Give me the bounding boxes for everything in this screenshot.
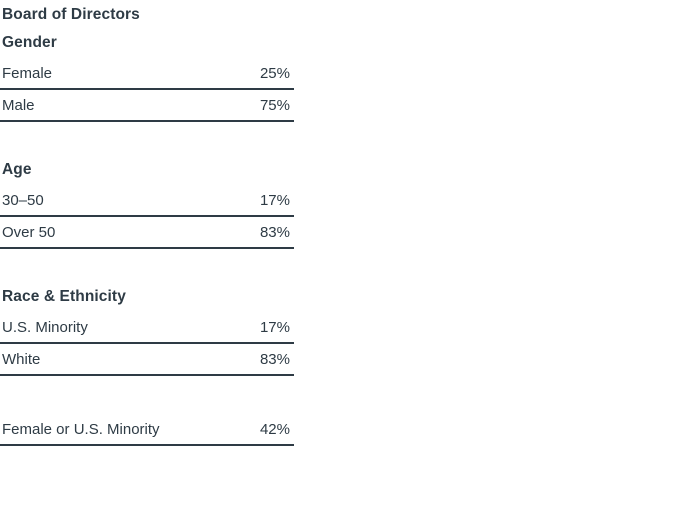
row-label: 30–50 xyxy=(2,192,44,209)
row-label: U.S. Minority xyxy=(2,319,88,336)
section-race-ethnicity: Race & Ethnicity U.S. Minority 17% White… xyxy=(0,287,294,376)
row-value: 83% xyxy=(259,351,290,368)
table-row-male: Male 75% xyxy=(0,90,294,122)
table-row-female: Female 25% xyxy=(0,58,294,90)
row-value: 42% xyxy=(259,421,290,438)
section-age: Age 30–50 17% Over 50 83% xyxy=(0,160,294,249)
section-heading-gender: Gender xyxy=(2,34,57,51)
row-label: Over 50 xyxy=(2,224,56,241)
row-label: Male xyxy=(2,97,35,114)
page-title: Board of Directors xyxy=(2,6,140,23)
row-label: Female xyxy=(2,65,53,82)
section-gender: Gender Female 25% Male 75% xyxy=(0,33,294,122)
row-value: 75% xyxy=(259,97,290,114)
table-row-30-50: 30–50 17% xyxy=(0,185,294,217)
row-label: Female or U.S. Minority xyxy=(2,421,160,438)
table-row-female-or-us-minority: Female or U.S. Minority 42% xyxy=(0,414,294,446)
table-row-white: White 83% xyxy=(0,344,294,376)
row-label: White xyxy=(2,351,41,368)
row-value: 25% xyxy=(259,65,290,82)
row-value: 17% xyxy=(259,319,290,336)
table-row-us-minority: U.S. Minority 17% xyxy=(0,312,294,344)
row-value: 83% xyxy=(259,224,290,241)
table-row-over-50: Over 50 83% xyxy=(0,217,294,249)
section-heading-race-ethnicity: Race & Ethnicity xyxy=(2,288,126,305)
section-heading-age: Age xyxy=(2,161,32,178)
board-of-directors-table: Board of Directors Gender Female 25% Mal… xyxy=(0,0,294,446)
row-value: 17% xyxy=(259,192,290,209)
